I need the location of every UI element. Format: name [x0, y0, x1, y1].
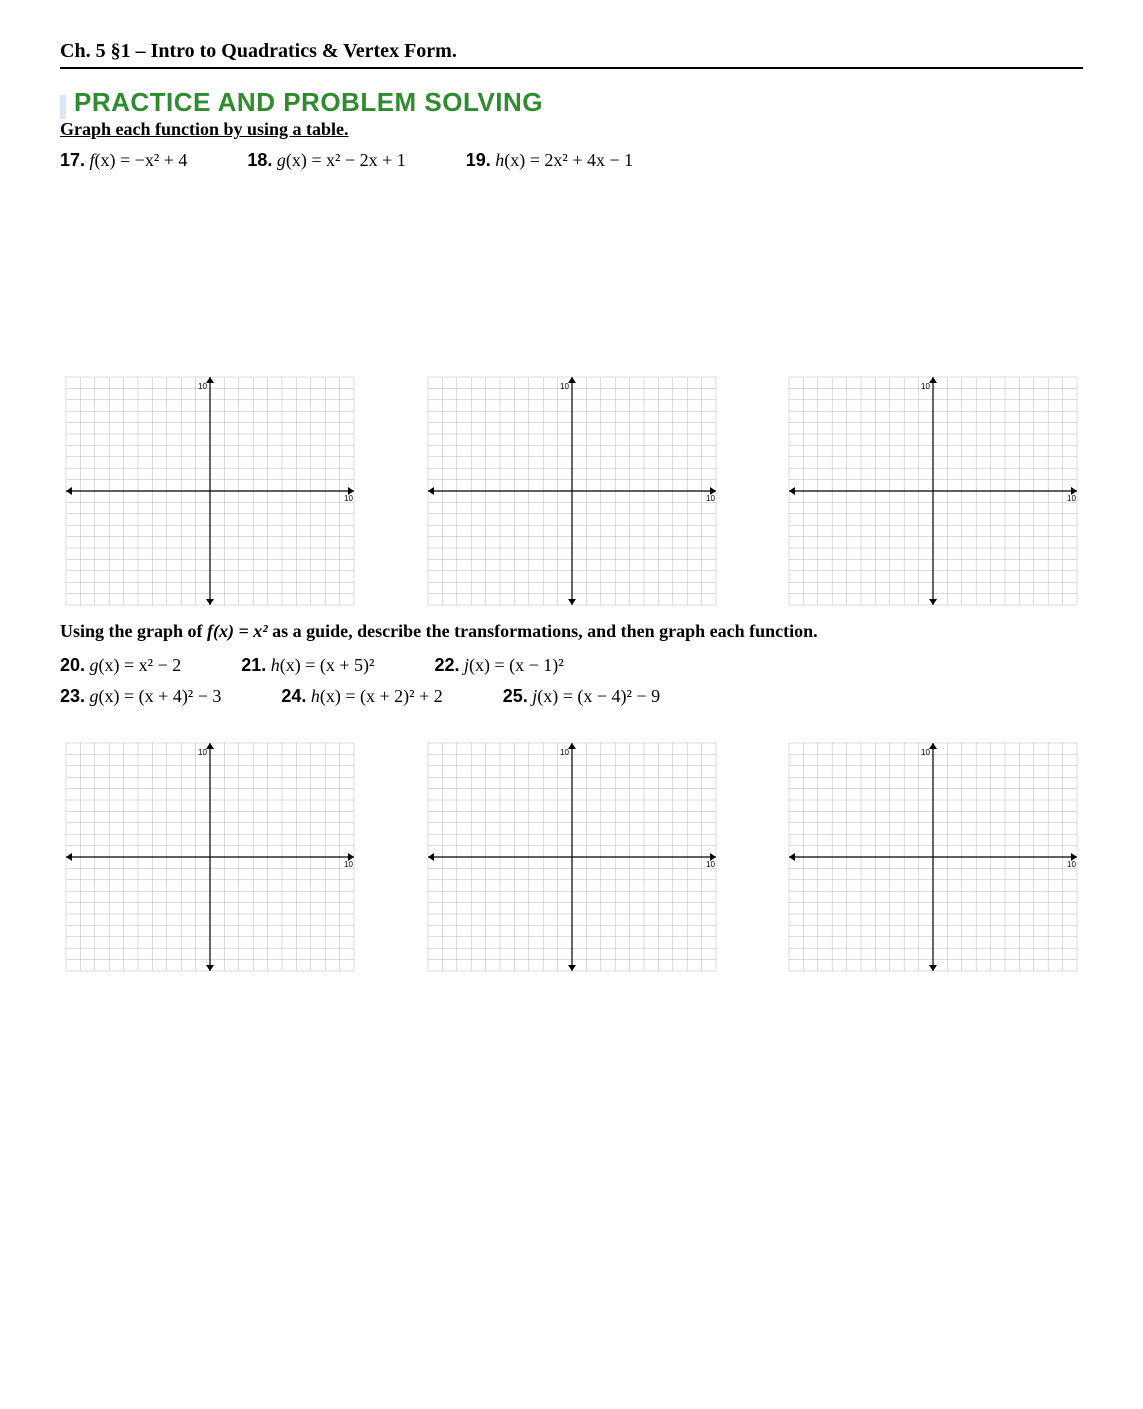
accent-bar [60, 95, 66, 119]
svg-text:10: 10 [1067, 860, 1076, 869]
problem-expr: (x) = (x − 4)² − 9 [537, 686, 660, 706]
problem-fn: h [495, 150, 504, 170]
grids-row-2: 10 10 10 10 10 10 [60, 737, 1083, 977]
instruction-1: Graph each function by using a table. [60, 119, 1083, 140]
problem-fn: h [271, 655, 280, 675]
problem-17: 17. f(x) = −x² + 4 [60, 150, 187, 171]
svg-text:10: 10 [1067, 494, 1076, 503]
problem-expr: (x) = (x + 5)² [280, 655, 375, 675]
problem-expr: (x) = 2x² + 4x − 1 [504, 150, 633, 170]
section-header: PRACTICE AND PROBLEM SOLVING [60, 87, 1083, 119]
grid-18: 10 10 [422, 371, 722, 611]
problem-expr: (x) = (x + 4)² − 3 [99, 686, 222, 706]
svg-text:10: 10 [198, 382, 207, 391]
svg-text:10: 10 [198, 748, 207, 757]
problems-row-1: 17. f(x) = −x² + 4 18. g(x) = x² − 2x + … [60, 150, 1083, 171]
problem-num: 20. [60, 655, 85, 675]
problem-24: 24. h(x) = (x + 2)² + 2 [281, 686, 442, 707]
problem-18: 18. g(x) = x² − 2x + 1 [247, 150, 405, 171]
problem-20: 20. g(x) = x² − 2 [60, 655, 181, 676]
problem-expr: (x) = (x + 2)² + 2 [320, 686, 443, 706]
problem-num: 17. [60, 150, 85, 170]
svg-text:10: 10 [560, 382, 569, 391]
chapter-title: Ch. 5 §1 – Intro to Quadratics & Vertex … [60, 40, 1083, 69]
problem-expr: (x) = x² − 2x + 1 [286, 150, 406, 170]
svg-text:10: 10 [344, 860, 353, 869]
problems-row-2b: 23. g(x) = (x + 4)² − 3 24. h(x) = (x + … [60, 686, 1083, 707]
problem-expr: (x) = −x² + 4 [95, 150, 188, 170]
svg-text:10: 10 [706, 494, 715, 503]
problems-row-2a: 20. g(x) = x² − 2 21. h(x) = (x + 5)² 22… [60, 655, 1083, 676]
problem-fn: g [90, 686, 99, 706]
problem-num: 21. [241, 655, 266, 675]
svg-text:10: 10 [560, 748, 569, 757]
problem-expr: (x) = x² − 2 [99, 655, 182, 675]
problem-23: 23. g(x) = (x + 4)² − 3 [60, 686, 221, 707]
problem-19: 19. h(x) = 2x² + 4x − 1 [466, 150, 633, 171]
problem-num: 19. [466, 150, 491, 170]
problem-fn: g [90, 655, 99, 675]
problem-num: 22. [434, 655, 459, 675]
problem-fn: h [311, 686, 320, 706]
instruction-2-fn: f(x) = x² [207, 621, 268, 641]
svg-text:10: 10 [706, 860, 715, 869]
svg-text:10: 10 [921, 748, 930, 757]
svg-text:10: 10 [344, 494, 353, 503]
problem-25: 25. j(x) = (x − 4)² − 9 [503, 686, 660, 707]
instruction-2a: Using the graph of [60, 621, 207, 641]
instruction-2b: as a guide, describe the transformations… [268, 621, 818, 641]
problem-num: 23. [60, 686, 85, 706]
grid-20: 10 10 [60, 737, 360, 977]
problem-num: 24. [281, 686, 306, 706]
section-title: PRACTICE AND PROBLEM SOLVING [74, 87, 543, 117]
svg-text:10: 10 [921, 382, 930, 391]
grid-21: 10 10 [422, 737, 722, 977]
problem-num: 18. [247, 150, 272, 170]
instruction-2: Using the graph of f(x) = x² as a guide,… [60, 619, 1083, 644]
grid-17: 10 10 [60, 371, 360, 611]
grid-19: 10 10 [783, 371, 1083, 611]
grids-row-1: 10 10 10 10 10 10 [60, 371, 1083, 611]
grid-22: 10 10 [783, 737, 1083, 977]
problem-21: 21. h(x) = (x + 5)² [241, 655, 374, 676]
problem-fn: g [277, 150, 286, 170]
problem-22: 22. j(x) = (x − 1)² [434, 655, 563, 676]
problem-expr: (x) = (x − 1)² [469, 655, 564, 675]
problem-num: 25. [503, 686, 528, 706]
